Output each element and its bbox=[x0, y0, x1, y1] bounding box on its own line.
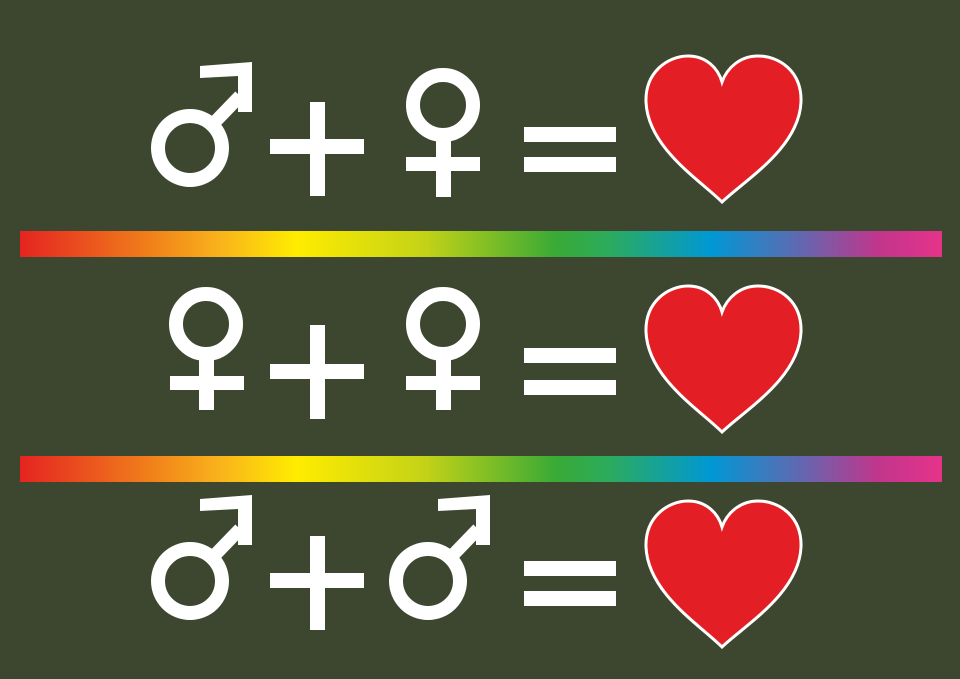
female-icon bbox=[169, 287, 244, 410]
male-icon bbox=[151, 62, 252, 187]
equation-row-2 bbox=[0, 262, 960, 462]
female-icon bbox=[406, 287, 480, 410]
equals-icon bbox=[524, 127, 616, 172]
equation-row-3 bbox=[0, 479, 960, 679]
equation-row-3-graphic bbox=[151, 495, 803, 650]
equation-row-1-graphic bbox=[151, 54, 803, 205]
male-icon bbox=[151, 495, 252, 620]
plus-icon bbox=[270, 536, 364, 630]
equals-icon bbox=[524, 348, 616, 395]
equals-icon bbox=[524, 561, 616, 606]
rainbow-divider-2 bbox=[20, 456, 942, 482]
rainbow-divider-1 bbox=[20, 231, 942, 257]
female-icon bbox=[406, 68, 480, 197]
plus-icon bbox=[270, 325, 364, 419]
heart-icon bbox=[644, 499, 803, 650]
male-icon bbox=[389, 495, 490, 620]
equation-row-1 bbox=[0, 10, 960, 210]
heart-icon bbox=[644, 54, 803, 205]
equation-row-2-graphic bbox=[169, 284, 803, 435]
plus-icon bbox=[270, 102, 364, 196]
heart-icon bbox=[644, 284, 803, 435]
